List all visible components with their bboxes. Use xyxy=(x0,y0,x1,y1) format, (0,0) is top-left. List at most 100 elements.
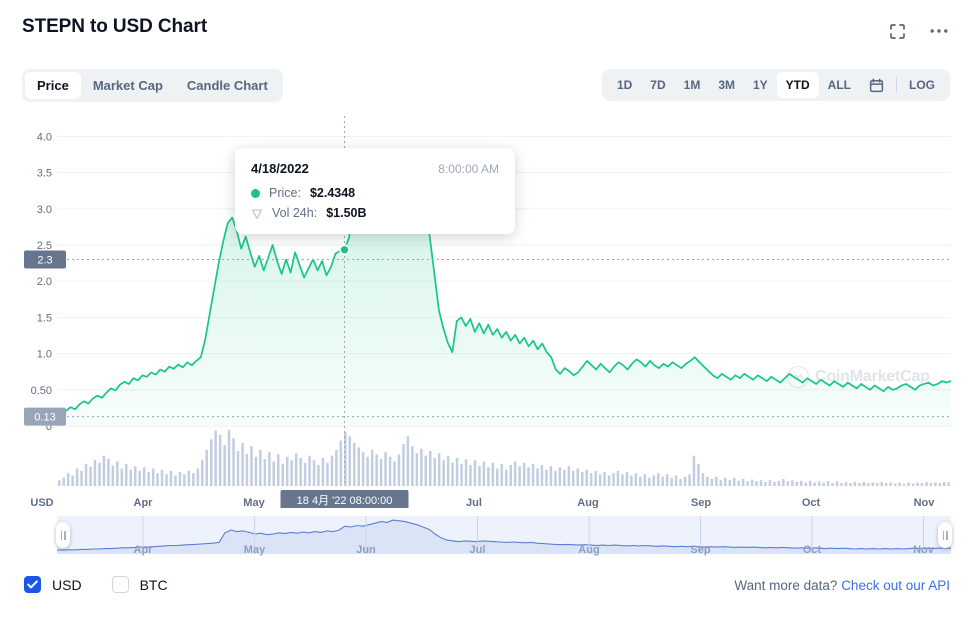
grip-line xyxy=(946,530,948,540)
volume-bar xyxy=(536,468,539,486)
volume-bar xyxy=(487,467,490,486)
volume-bar xyxy=(330,455,334,486)
grip-line xyxy=(60,530,62,540)
currency-option-usd[interactable]: USD xyxy=(24,576,82,593)
volume-bar xyxy=(594,470,597,486)
volume-bar xyxy=(134,466,137,486)
volume-bar xyxy=(339,440,343,486)
range-1m[interactable]: 1M xyxy=(683,78,701,92)
svg-text:0.13: 0.13 xyxy=(34,412,55,424)
chart-range-navigator[interactable]: Apr May Jun Jul Aug Sep Oct Nov xyxy=(56,512,952,560)
y-axis-tick: 2.5 xyxy=(37,240,52,252)
volume-bar xyxy=(424,455,427,486)
volume-bar xyxy=(867,483,870,486)
more-data-text: Want more data? Check out our API xyxy=(734,578,950,593)
volume-bar xyxy=(916,482,919,486)
volume-bar xyxy=(876,483,879,486)
volume-bar xyxy=(862,481,866,486)
volume-bar xyxy=(920,483,924,486)
volume-bar xyxy=(402,444,405,486)
range-1d[interactable]: 1D xyxy=(616,78,633,92)
api-link[interactable]: Check out our API xyxy=(841,578,950,593)
volume-bar xyxy=(831,483,834,486)
usd-checkbox[interactable] xyxy=(24,576,41,593)
y-axis-unit-label: USD xyxy=(30,497,53,508)
volume-bar xyxy=(464,459,468,486)
grip-line xyxy=(942,530,944,540)
range-log-scale[interactable]: LOG xyxy=(909,78,935,92)
price-chart[interactable]: 0 0.50 1.0 1.5 2.0 2.5 3.0 3.5 4.0 2.3 0.13 Apr May J… xyxy=(0,108,968,508)
volume-bar xyxy=(858,483,861,486)
volume-bar xyxy=(576,468,579,486)
volume-bar xyxy=(898,482,901,486)
volume-bar xyxy=(201,460,204,486)
volume-bar xyxy=(697,463,700,486)
volume-bar xyxy=(889,482,892,486)
volume-bar xyxy=(214,430,217,486)
volume-bar xyxy=(160,469,164,486)
volume-bar xyxy=(603,472,606,486)
expand-icon[interactable] xyxy=(886,20,908,42)
volume-bar xyxy=(84,463,88,486)
tooltip-volume-value: $1.50B xyxy=(326,206,367,220)
y-axis-tick: 0 xyxy=(46,421,52,433)
volume-bar xyxy=(192,473,195,486)
tab-market-cap[interactable]: Market Cap xyxy=(92,78,163,93)
x-axis-tick: May xyxy=(243,497,265,508)
volume-bar xyxy=(353,442,356,486)
volume-bar xyxy=(724,477,727,486)
volume-bar xyxy=(710,479,714,486)
volume-bar xyxy=(473,460,477,486)
currency-option-btc[interactable]: BTC xyxy=(111,576,168,593)
more-options-icon[interactable] xyxy=(928,20,950,42)
volume-bar xyxy=(768,480,772,486)
volume-bar xyxy=(312,460,316,486)
price-line xyxy=(56,151,952,418)
volume-bar xyxy=(728,480,731,486)
volume-bar xyxy=(420,448,423,486)
volume-bar xyxy=(205,449,208,486)
volume-bar xyxy=(643,474,647,486)
btc-checkbox[interactable] xyxy=(111,576,129,593)
range-ytd[interactable]: YTD xyxy=(776,72,819,98)
navigator-x-tick: Jun xyxy=(356,544,376,556)
navigator-area xyxy=(57,520,951,554)
volume-bar xyxy=(478,466,481,486)
time-range-selector: 1D 7D 1M 3M 1Y YTD ALL LOG xyxy=(601,69,950,101)
navigator-x-tick: Apr xyxy=(134,544,154,556)
calendar-icon[interactable] xyxy=(860,74,893,97)
page-title: STEPN to USD Chart xyxy=(22,16,208,37)
range-all[interactable]: ALL xyxy=(827,78,851,92)
navigator-handle-right[interactable] xyxy=(938,522,952,548)
volume-bar xyxy=(791,480,794,486)
volume-bar xyxy=(813,482,816,486)
tab-price[interactable]: Price xyxy=(25,72,81,99)
volume-bar xyxy=(733,477,736,486)
volume-bar xyxy=(786,481,790,486)
volume-bar xyxy=(688,474,691,486)
volume-bar xyxy=(817,481,821,486)
navigator-handle-left[interactable] xyxy=(56,522,70,548)
x-axis-crosshair-badge: 18 4月 '22 08:00:00 xyxy=(280,490,409,508)
volume-bar xyxy=(437,453,441,486)
volume-bar xyxy=(429,451,432,486)
navigator-x-tick: Aug xyxy=(578,544,599,556)
range-divider xyxy=(896,77,897,93)
range-7d[interactable]: 7D xyxy=(650,78,666,92)
volume-bar xyxy=(174,475,177,486)
volume-bar xyxy=(795,481,798,486)
volume-bar xyxy=(71,475,74,486)
svg-text:18 4月 '22 08:00:00: 18 4月 '22 08:00:00 xyxy=(297,495,393,507)
shield-icon xyxy=(251,207,263,220)
range-1y[interactable]: 1Y xyxy=(752,78,768,92)
range-3m[interactable]: 3M xyxy=(718,78,735,92)
volume-bar xyxy=(840,483,843,486)
volume-bar xyxy=(348,436,351,486)
volume-bar xyxy=(540,465,544,486)
volume-bar xyxy=(120,468,124,486)
volume-bar xyxy=(621,474,624,486)
tab-candle-chart[interactable]: Candle Chart xyxy=(186,78,268,93)
volume-bar xyxy=(572,470,575,486)
volume-bar xyxy=(911,483,915,486)
volume-bar xyxy=(706,476,709,486)
